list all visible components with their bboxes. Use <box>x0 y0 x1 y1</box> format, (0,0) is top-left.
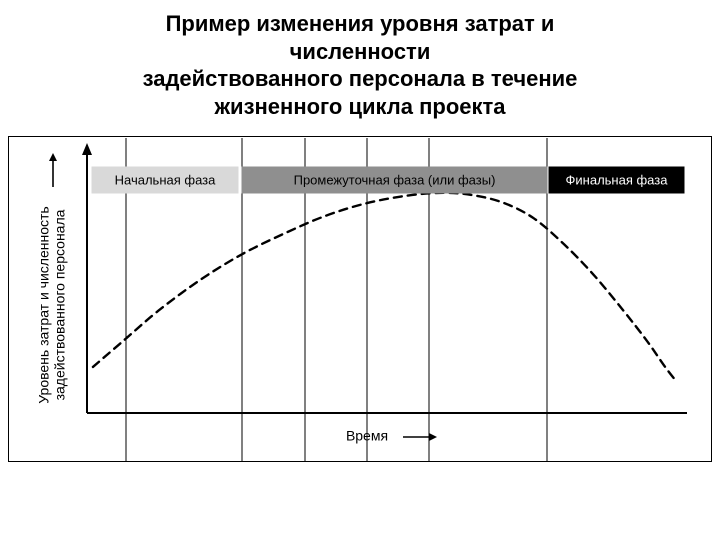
phase-label-final: Финальная фаза <box>566 173 669 188</box>
x-label-arrow-icon <box>429 433 437 441</box>
y-axis-label-line1: Уровень затрат и численность <box>36 206 52 403</box>
title-line-1: Пример изменения уровня затрат и <box>166 11 555 36</box>
title-line-3: задействованного персонала в течение <box>143 66 578 91</box>
phase-label-initial: Начальная фаза <box>115 173 216 188</box>
cost-curve <box>93 193 677 382</box>
chart-plot-area: Начальная фаза Промежуточная фаза (или фа… <box>9 137 711 461</box>
page-title: Пример изменения уровня затрат и численн… <box>0 4 720 120</box>
y-axis-label-line2: задействованного персонала <box>52 209 68 400</box>
phase-label-intermediate: Промежуточная фаза (или фазы) <box>294 173 496 188</box>
chart-frame: Начальная фаза Промежуточная фаза (или фа… <box>8 136 712 462</box>
title-line-2: численности <box>290 39 431 64</box>
y-label-arrow-icon <box>49 153 57 161</box>
chart-svg: Начальная фаза Промежуточная фаза (или фа… <box>9 137 713 463</box>
x-axis-label: Время <box>346 428 388 444</box>
title-line-4: жизненного цикла проекта <box>214 94 505 119</box>
y-axis-arrow-icon <box>82 143 92 155</box>
